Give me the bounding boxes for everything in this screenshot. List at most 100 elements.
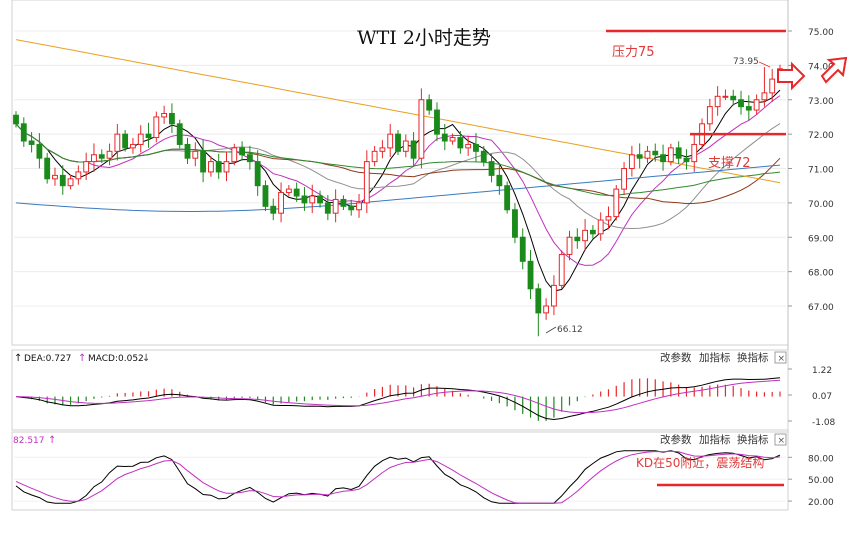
candle-body <box>636 154 643 159</box>
price-tick-label: 70.00 <box>808 200 834 210</box>
candle-body <box>496 174 503 187</box>
price-tick-label: 68.00 <box>808 269 834 279</box>
candle-body <box>83 161 90 173</box>
candle-body <box>332 198 339 214</box>
candle-body <box>91 154 97 163</box>
macd-tick-label: 1.22 <box>812 366 832 376</box>
candle-body <box>169 113 175 125</box>
kd-tick-label: 20.00 <box>808 498 834 508</box>
price-tick-label: 75.00 <box>808 28 834 38</box>
kd-axis-ticks: 80.00 50.00 20.00 <box>788 454 834 508</box>
kd-up-arrow-icon: ↑ <box>48 435 56 446</box>
candle-body <box>28 140 35 145</box>
kd-value: 82.517 <box>13 436 45 446</box>
kd-lines <box>15 450 781 504</box>
candle-body <box>706 106 713 125</box>
macd-close-icon[interactable] <box>774 351 787 364</box>
kd-close-glyph: × <box>778 436 786 446</box>
macd-switch-indicator-button[interactable]: 换指标 <box>737 351 769 364</box>
kd-annotation: KD在50附近，震荡结构 <box>636 455 764 470</box>
candle-body <box>465 143 472 149</box>
candle-body <box>628 154 635 169</box>
candle-body <box>574 236 581 242</box>
candle-body <box>621 168 627 190</box>
candle-body <box>278 192 284 214</box>
candle-body <box>675 147 682 159</box>
price-tick-label: 71.00 <box>808 166 834 176</box>
candle-body <box>44 157 51 180</box>
candle-body <box>473 143 479 152</box>
macd-edit-params-button[interactable]: 改参数 <box>660 351 692 364</box>
candle-body <box>145 133 152 139</box>
candle-body <box>395 133 401 152</box>
candle-body <box>161 113 168 118</box>
candle-body <box>543 305 550 314</box>
kd-panel <box>11 431 789 511</box>
candle-body <box>254 161 261 187</box>
resistance-label: 压力75 <box>612 45 655 60</box>
kd-close-icon[interactable] <box>774 433 787 446</box>
candle-body <box>769 78 776 94</box>
candle-body <box>239 147 245 156</box>
candle-body <box>324 202 331 214</box>
candle-body <box>738 99 744 108</box>
macd-add-indicator-button[interactable]: 加指标 <box>699 351 731 364</box>
macd-tick-label: -1.08 <box>812 418 836 428</box>
ma-long-orange-line <box>15 39 781 184</box>
candle-body <box>200 150 207 173</box>
candle-body <box>426 99 433 111</box>
candle-body <box>551 284 557 307</box>
price-tick-label: 74.00 <box>808 62 834 72</box>
candle-body <box>192 150 199 159</box>
dif-line <box>15 377 781 421</box>
macd-tick-label: 0.07 <box>812 392 832 402</box>
candle-body <box>262 185 269 207</box>
candle-body <box>270 205 277 214</box>
main-panel <box>11 0 789 346</box>
candle-body <box>20 123 27 142</box>
chart-title: WTI 2小时走势 <box>357 27 491 49</box>
candle-body <box>387 133 394 149</box>
low-pointer <box>545 326 557 334</box>
support-label: 支撑72 <box>708 156 751 171</box>
candle-body <box>730 95 737 101</box>
candle-body <box>98 154 105 159</box>
candle-body <box>457 137 464 149</box>
candle-body <box>722 95 729 98</box>
kd-tick-label: 50.00 <box>808 476 834 486</box>
candle-body <box>761 92 768 101</box>
kd-gridlines <box>14 456 786 502</box>
candle-body <box>418 99 425 159</box>
candle-body <box>379 147 386 152</box>
dea-line <box>15 379 781 414</box>
k-line <box>15 450 781 504</box>
low-value-label: 66.12 <box>557 325 583 335</box>
price-tick-label: 69.00 <box>808 234 834 244</box>
candle-body <box>317 195 323 204</box>
high-value-label: 73.95 <box>733 57 759 67</box>
candle-body <box>613 188 620 218</box>
macd-toolbar: 改参数 加指标 换指标 × <box>660 351 787 364</box>
candle-body <box>714 95 721 108</box>
dea-value: DEA:0.727 <box>24 354 71 364</box>
kd-add-indicator-button[interactable]: 加指标 <box>699 433 731 446</box>
candle-body <box>753 99 760 111</box>
candle-body <box>745 106 752 111</box>
candle-body <box>52 174 58 180</box>
kd-edit-params-button[interactable]: 改参数 <box>660 433 692 446</box>
candle-body <box>683 157 690 163</box>
candle-body <box>652 150 659 156</box>
candle-body <box>582 229 589 242</box>
candle-body <box>301 195 308 204</box>
candle-body <box>371 150 378 163</box>
candle-body <box>153 116 160 139</box>
candle-body <box>106 150 113 159</box>
macd-histogram <box>23 378 781 421</box>
candle-body <box>434 109 440 135</box>
price-axis-ticks: 75.00 74.00 73.00 72.00 71.00 70.00 69.00 68.00… <box>788 28 834 313</box>
kd-switch-indicator-button[interactable]: 换指标 <box>737 433 769 446</box>
ma45-line <box>15 123 781 197</box>
macd-down-arrow-icon: ↓ <box>142 353 150 364</box>
candle-body <box>246 154 253 163</box>
macd-axis-ticks: 1.22 0.07 -1.08 <box>788 366 836 428</box>
